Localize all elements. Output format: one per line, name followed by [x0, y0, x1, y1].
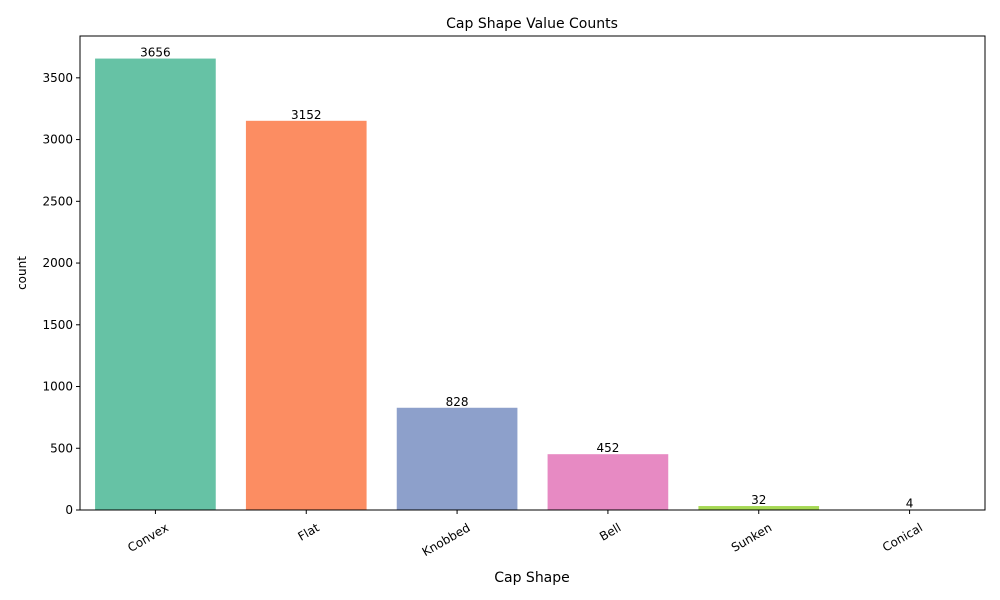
data-label-bell: 452 [596, 441, 619, 455]
data-labels-layer: 3656 3152 828 452 32 4 [140, 46, 913, 511]
y-tick-label: 1000 [42, 380, 73, 394]
plot-frame [79, 35, 986, 511]
data-label-convex: 3656 [140, 46, 171, 60]
bars-layer [95, 58, 970, 511]
y-tick-label: 2500 [42, 194, 73, 208]
y-tick-label: 0 [65, 503, 73, 517]
y-axis: 0 500 1000 1500 2000 2500 3000 3500 [42, 71, 80, 517]
chart-title: Cap Shape Value Counts [446, 16, 618, 32]
x-axis-title: Cap Shape [494, 570, 570, 586]
y-tick-label: 2000 [42, 256, 73, 270]
data-label-flat: 3152 [291, 108, 322, 122]
bar-flat [245, 120, 367, 511]
bar-convex [95, 58, 216, 510]
y-tick-label: 1500 [42, 318, 73, 332]
y-tick-label: 3000 [42, 133, 73, 147]
y-tick-label: 3500 [42, 71, 73, 85]
y-axis-title: count [15, 256, 29, 290]
data-label-sunken: 32 [751, 493, 766, 507]
bar-bell [547, 454, 669, 510]
y-tick-label: 500 [50, 441, 73, 455]
data-label-knobbed: 828 [446, 395, 469, 409]
bar-sunken [698, 506, 820, 510]
data-label-conical: 4 [906, 497, 914, 511]
bar-knobbed [396, 407, 518, 510]
